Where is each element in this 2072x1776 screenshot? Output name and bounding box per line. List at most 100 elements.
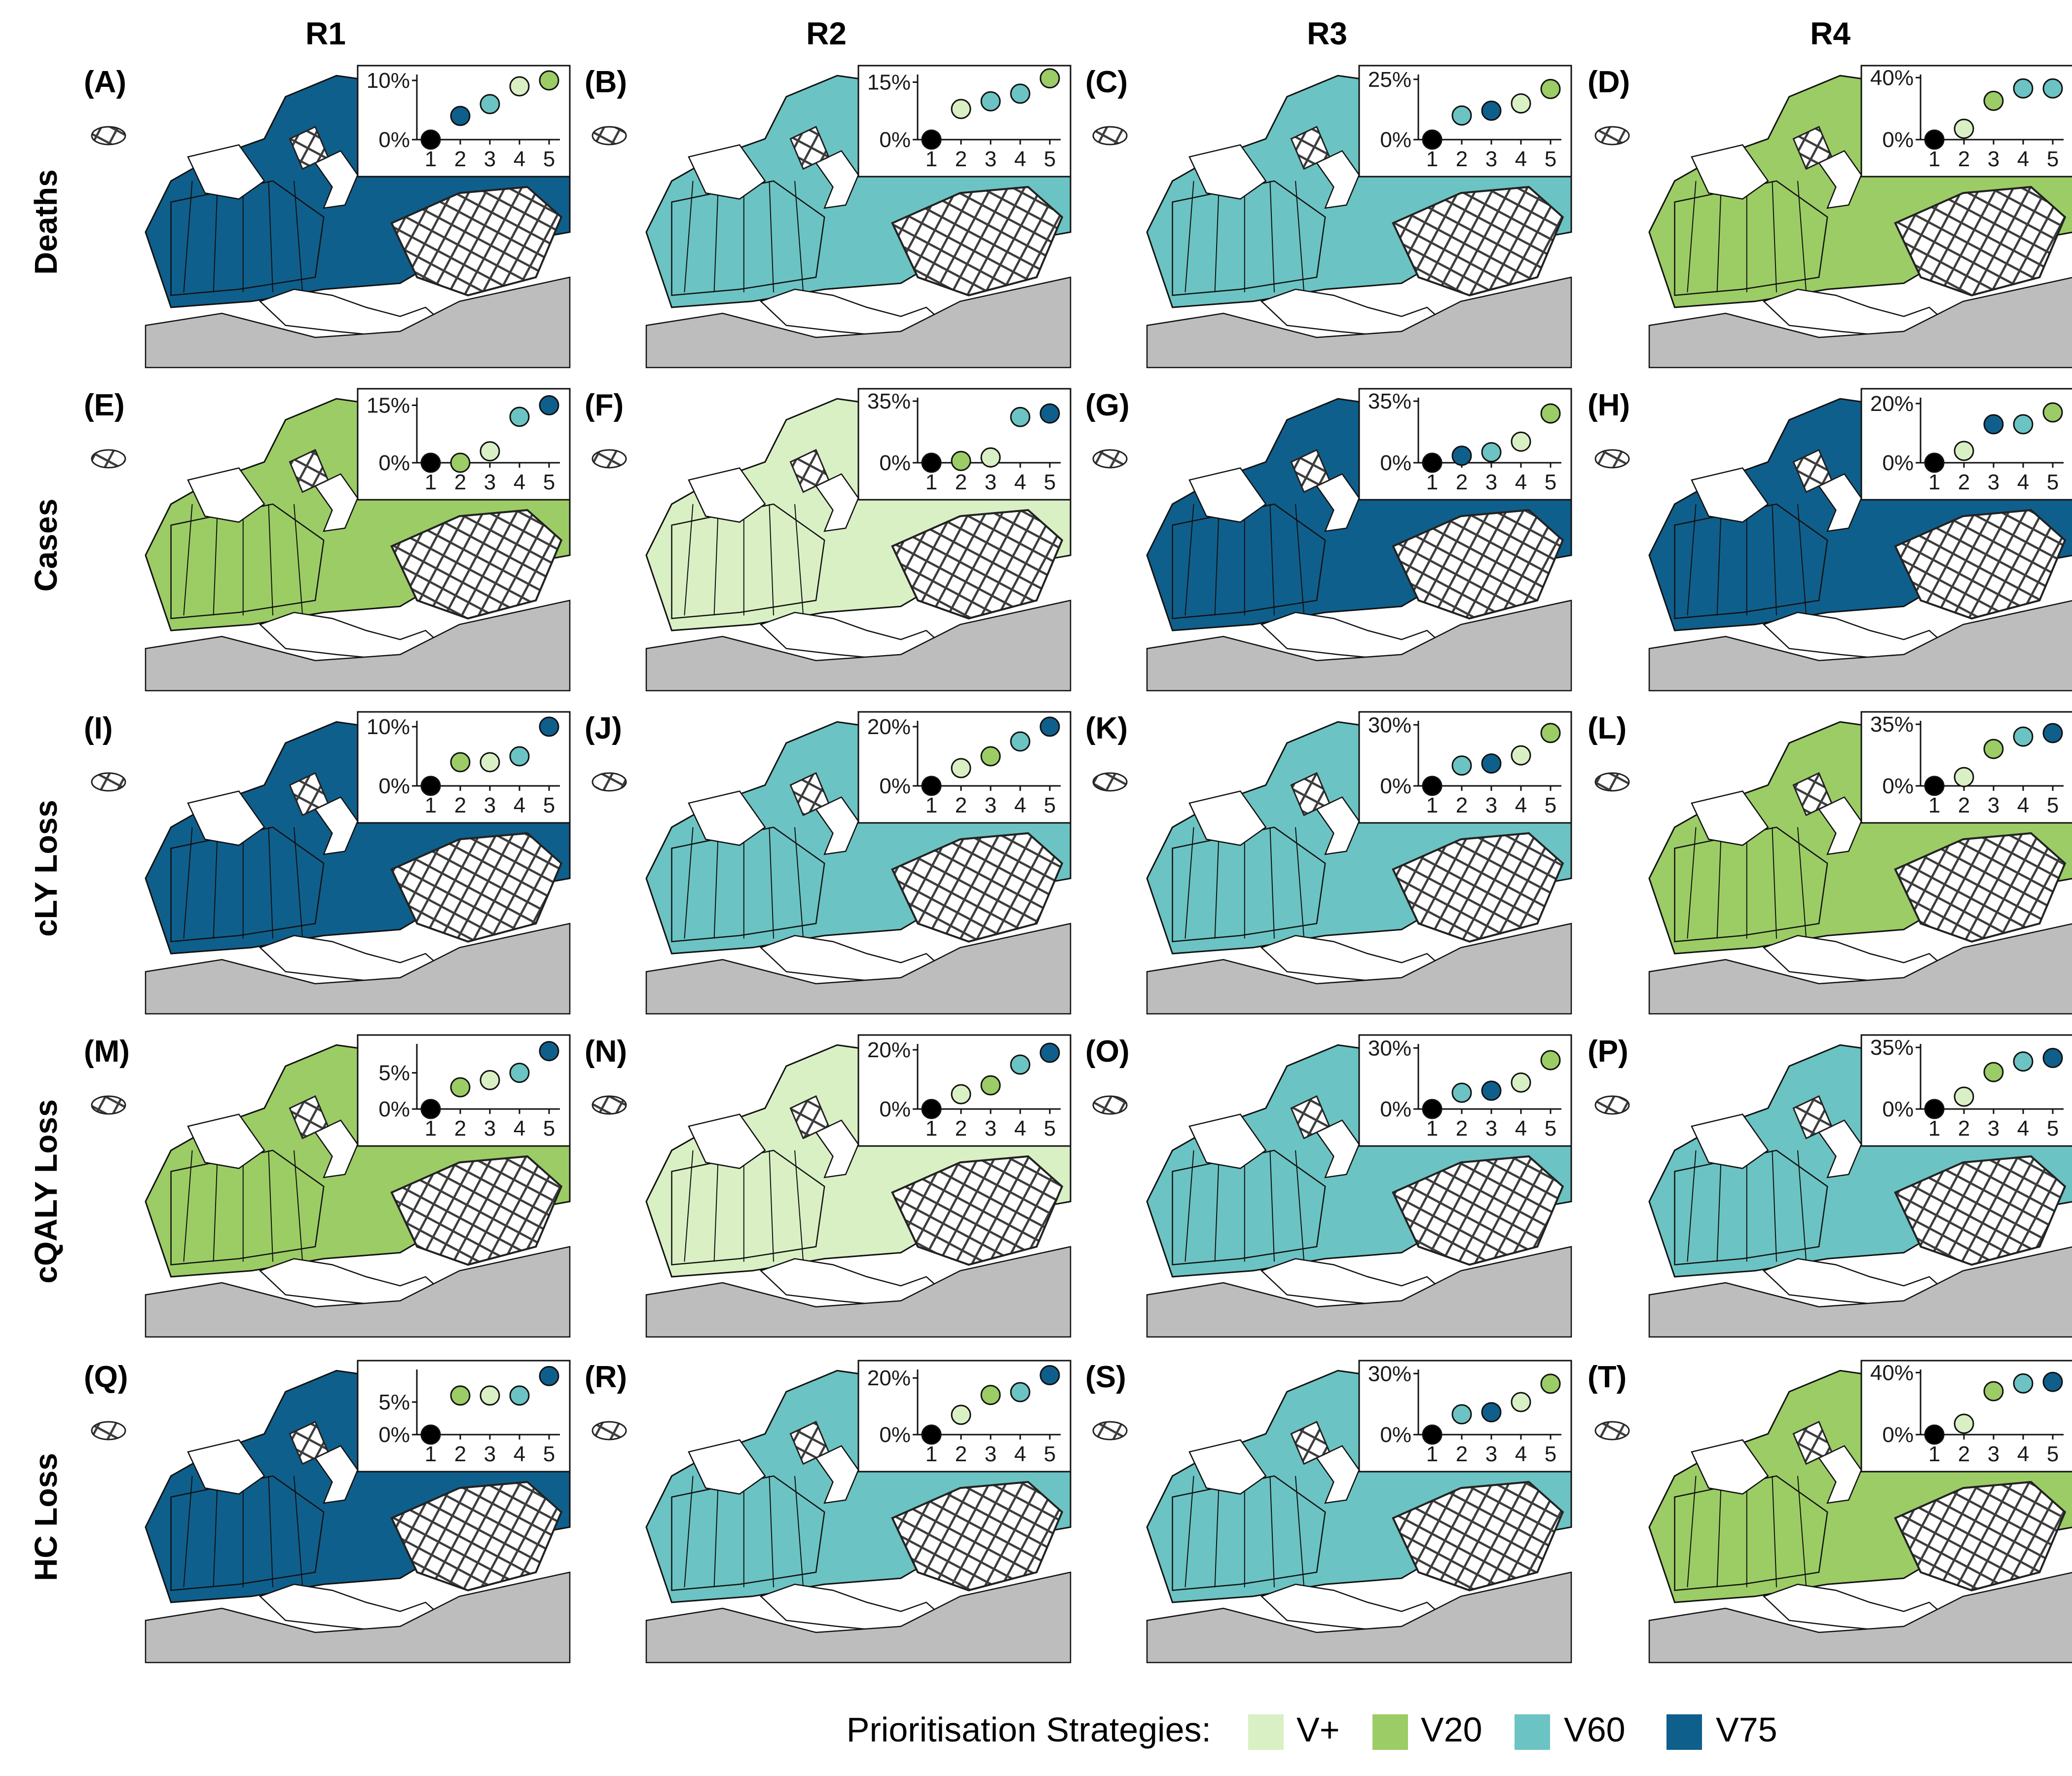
sea bbox=[314, 473, 359, 532]
data-point-5 bbox=[1039, 1365, 1060, 1385]
data-point-2 bbox=[1451, 1404, 1472, 1425]
sea bbox=[688, 144, 766, 200]
sea bbox=[1260, 1584, 1445, 1633]
country-border bbox=[794, 1476, 804, 1588]
data-point-4 bbox=[509, 76, 530, 97]
y-tick-label: 0% bbox=[1380, 1423, 1411, 1447]
sea bbox=[1762, 935, 1948, 985]
inset-frame bbox=[357, 388, 571, 501]
country-border bbox=[268, 504, 273, 616]
x-tick-label: 5 bbox=[543, 147, 555, 171]
x-tick-label: 3 bbox=[484, 1116, 496, 1141]
country-border bbox=[213, 181, 219, 293]
y-tick-label: 0% bbox=[1882, 1097, 1914, 1121]
non-europe-land bbox=[1648, 277, 2072, 369]
x-tick-label: 5 bbox=[1545, 470, 1556, 494]
inset-chart: 0% 5% 1 2 3 4 5 bbox=[357, 1034, 571, 1147]
panel-label: (M) bbox=[84, 1035, 130, 1069]
y-tick-label: 30% bbox=[1368, 1362, 1411, 1386]
data-point-5 bbox=[2042, 1048, 2063, 1069]
y-tick-label: 0% bbox=[378, 128, 410, 152]
y-tick-label: 10% bbox=[367, 69, 410, 93]
iceland-hatched bbox=[91, 126, 126, 146]
inset-chart: 0% 20% 1 2 3 4 5 bbox=[1860, 388, 2072, 501]
x-tick-label: 1 bbox=[925, 1442, 937, 1466]
sea bbox=[1316, 150, 1360, 209]
data-point-5 bbox=[1039, 403, 1060, 424]
data-point-5 bbox=[2042, 1371, 2063, 1392]
iceland-hatched bbox=[1092, 1421, 1128, 1441]
panel-g: (G) 0% 35% 1 2 3 4 5 bbox=[1085, 388, 1572, 692]
country-border bbox=[268, 827, 273, 939]
data-point-1 bbox=[420, 776, 441, 796]
inset-chart: 0% 30% 1 2 3 4 5 bbox=[1358, 1360, 1572, 1473]
hatched-region bbox=[891, 1155, 1064, 1266]
map-west-europe bbox=[170, 1149, 325, 1265]
map-west-europe bbox=[170, 180, 325, 296]
y-tick-label: 0% bbox=[1380, 128, 1411, 152]
sea bbox=[1762, 289, 1948, 338]
sea bbox=[1691, 1439, 1769, 1495]
panel-label: (F) bbox=[585, 388, 624, 422]
data-point-5 bbox=[1540, 78, 1561, 99]
hatched-region-north bbox=[789, 1095, 830, 1140]
data-point-2 bbox=[1954, 1413, 1974, 1434]
iceland-hatched bbox=[592, 1095, 627, 1115]
non-europe-land bbox=[645, 1246, 1072, 1338]
country-border bbox=[1295, 181, 1305, 293]
legend-swatch-v60 bbox=[1515, 1714, 1550, 1750]
row-titles: Deaths Cases cLY Loss cQALY Loss HC Loss bbox=[28, 169, 64, 1581]
data-point-4 bbox=[2013, 78, 2034, 99]
country-border bbox=[1295, 827, 1305, 939]
sea bbox=[314, 1119, 359, 1179]
x-tick-label: 1 bbox=[1928, 1442, 1940, 1466]
data-point-2 bbox=[1451, 755, 1472, 776]
x-tick-label: 5 bbox=[2047, 1442, 2059, 1466]
iceland-hatched bbox=[1092, 126, 1128, 146]
inset-chart: 0% 20% 1 2 3 4 5 bbox=[857, 1360, 1072, 1473]
x-tick-label: 5 bbox=[1545, 793, 1556, 817]
y-tick-label: 15% bbox=[367, 394, 410, 418]
country-border bbox=[1184, 1476, 1194, 1588]
x-tick-label: 4 bbox=[514, 1442, 525, 1466]
panel-k: (K) 0% 30% 1 2 3 4 5 bbox=[1085, 711, 1572, 1015]
sea bbox=[259, 1258, 444, 1308]
sea bbox=[259, 935, 444, 985]
iceland-hatched bbox=[1092, 772, 1128, 792]
hatched-region-north bbox=[289, 1095, 329, 1140]
sea bbox=[1316, 473, 1360, 532]
sea bbox=[259, 612, 444, 662]
data-point-2 bbox=[951, 450, 971, 471]
data-point-4 bbox=[509, 746, 530, 767]
sea bbox=[815, 473, 859, 532]
sea bbox=[688, 790, 766, 846]
inset-chart: 0% 20% 1 2 3 4 5 bbox=[857, 1034, 1072, 1147]
country-border bbox=[1772, 1150, 1777, 1262]
data-point-1 bbox=[420, 452, 441, 473]
panel-m: (M) 0% 5% 1 2 3 4 5 bbox=[84, 1034, 571, 1338]
y-tick-label: 5% bbox=[378, 1390, 410, 1414]
country-border bbox=[213, 1150, 219, 1262]
panels-grid: (A)0%10%1 2 3 4 5(B)0%15%1 2 3 4 5(C)0%25%1 2 3 4 5(… bbox=[84, 65, 2072, 1664]
sea bbox=[815, 1445, 859, 1504]
iceland-hatched bbox=[1092, 1095, 1128, 1115]
sea bbox=[1188, 790, 1267, 846]
data-point-1 bbox=[921, 129, 942, 150]
x-tick-label: 1 bbox=[425, 1442, 437, 1466]
y-tick-label: 20% bbox=[867, 1366, 911, 1390]
x-tick-label: 3 bbox=[1988, 147, 1999, 171]
panel-label: (J) bbox=[585, 711, 622, 745]
x-tick-label: 4 bbox=[1014, 470, 1026, 494]
inset-chart: 0% 30% 1 2 3 4 5 bbox=[1358, 711, 1572, 824]
country-border bbox=[1214, 504, 1220, 616]
map-west-europe bbox=[671, 503, 825, 619]
data-point-4 bbox=[509, 1385, 530, 1406]
x-tick-label: 4 bbox=[1014, 1116, 1026, 1141]
sea bbox=[688, 467, 766, 523]
panel-label: (B) bbox=[585, 65, 627, 99]
data-point-4 bbox=[2013, 1051, 2034, 1072]
country-border bbox=[183, 1476, 193, 1588]
sea bbox=[1188, 1113, 1267, 1169]
country-border bbox=[294, 1476, 303, 1588]
